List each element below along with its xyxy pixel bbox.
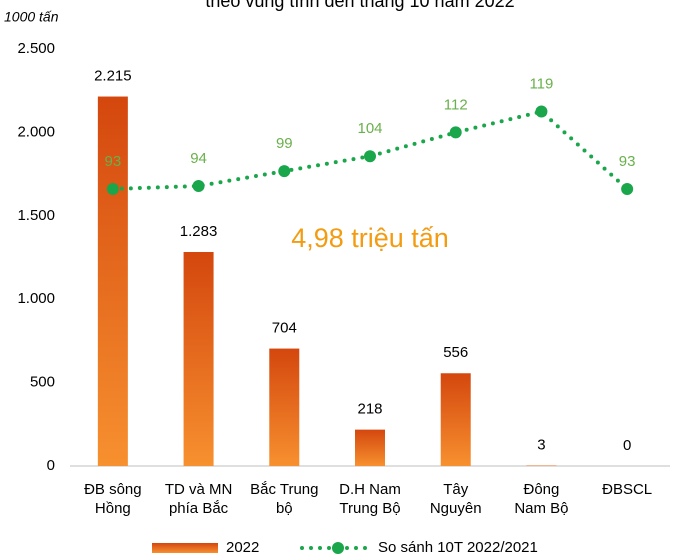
line-label: 119 [529,76,553,93]
y-tick-label: 2.500 [17,40,55,57]
legend-marker [332,542,344,554]
data-label: 3 [537,436,545,453]
line-label: 104 [357,120,382,137]
line-label: 93 [619,153,636,170]
line-marker [106,182,119,195]
y-tick-label: 1.000 [17,290,55,307]
bar [440,373,471,466]
chart-title: theo vùng tính đến tháng 10 năm 2022 [205,0,514,11]
line-marker [621,182,634,195]
line-marker [364,150,376,163]
bar [183,251,214,466]
legend-label: So sánh 10T 2022/2021 [378,539,538,556]
data-label: 218 [357,401,382,418]
data-label: 1.283 [180,223,218,240]
line-marker [535,105,548,118]
x-tick-label: Bắc Trung bộ [250,481,319,517]
bar [355,429,385,466]
data-label: 704 [272,320,297,337]
line-label: 99 [276,135,293,152]
legend-label: 2022 [226,539,259,556]
x-tick-label: Tây Nguyên [429,481,482,517]
x-tick-label: D.H Nam Trung Bộ [339,481,401,517]
data-label: 2.215 [94,68,132,85]
bar [97,96,128,467]
line-marker [449,126,462,139]
legend-swatch [152,543,218,553]
line-marker [192,180,205,193]
line-marker [278,165,291,178]
y-tick-label: 0 [47,457,55,474]
bar [526,465,557,466]
data-label: 0 [623,437,631,454]
line-label: 94 [190,150,207,167]
y-tick-label: 1.500 [17,207,55,224]
line-label: 93 [105,153,122,170]
data-label: 556 [443,344,468,361]
y-tick-label: 500 [30,374,55,391]
x-tick-label: ĐB sông Hồng [84,481,142,517]
y-tick-label: 2.000 [17,123,55,140]
y-axis-label: 1000 tấn [4,9,59,25]
annotation: 4,98 triệu tấn [291,223,449,253]
x-tick-label: ĐBSCL [602,481,653,498]
x-tick-label: Đông Nam Bộ [514,481,569,517]
x-tick-label: TD và MN phía Bắc [164,481,233,517]
line-label: 112 [444,96,468,113]
bar [269,348,300,466]
